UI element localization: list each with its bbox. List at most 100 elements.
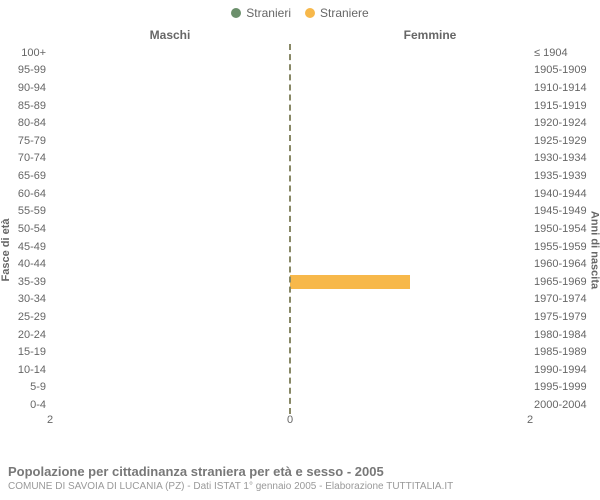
bar-track <box>50 114 530 132</box>
chart-row: 20-241980-1984 <box>50 326 530 344</box>
legend-item: Straniere <box>305 6 369 20</box>
birth-year-label: 1975-1979 <box>534 311 600 323</box>
bar-track <box>50 238 530 256</box>
legend-swatch <box>305 8 315 18</box>
chart-row: 70-741930-1934 <box>50 150 530 168</box>
birth-year-label: 1920-1924 <box>534 117 600 129</box>
legend-swatch <box>231 8 241 18</box>
chart-row: 10-141990-1994 <box>50 361 530 379</box>
age-label: 100+ <box>0 47 46 59</box>
birth-year-label: 1905-1909 <box>534 64 600 76</box>
bar-track <box>50 97 530 115</box>
age-label: 45-49 <box>0 241 46 253</box>
birth-year-label: 1960-1964 <box>534 258 600 270</box>
chart-row: 55-591945-1949 <box>50 202 530 220</box>
chart-row: 90-941910-1914 <box>50 79 530 97</box>
age-label: 40-44 <box>0 258 46 270</box>
birth-year-label: 1985-1989 <box>534 346 600 358</box>
column-headers: Maschi Femmine <box>0 28 600 42</box>
birth-year-label: 1980-1984 <box>534 329 600 341</box>
footer-title: Popolazione per cittadinanza straniera p… <box>8 464 453 479</box>
birth-year-label: 1925-1929 <box>534 135 600 147</box>
birth-year-label: 1965-1969 <box>534 276 600 288</box>
chart-row: 50-541950-1954 <box>50 220 530 238</box>
birth-year-label: 1995-1999 <box>534 381 600 393</box>
x-tick: 2 <box>47 414 53 426</box>
age-label: 60-64 <box>0 188 46 200</box>
age-label: 15-19 <box>0 346 46 358</box>
age-label: 0-4 <box>0 399 46 411</box>
bar-track <box>50 326 530 344</box>
age-label: 20-24 <box>0 329 46 341</box>
legend-item: Stranieri <box>231 6 291 20</box>
age-label: 90-94 <box>0 82 46 94</box>
legend: Stranieri Straniere <box>0 0 600 20</box>
bar-track <box>50 132 530 150</box>
chart-row: 25-291975-1979 <box>50 308 530 326</box>
bar-track <box>50 361 530 379</box>
bar-track <box>50 44 530 62</box>
header-male: Maschi <box>0 28 300 42</box>
age-label: 55-59 <box>0 205 46 217</box>
chart-row: 40-441960-1964 <box>50 255 530 273</box>
bar-track <box>50 202 530 220</box>
bar-track <box>50 255 530 273</box>
age-label: 30-34 <box>0 293 46 305</box>
chart-row: 35-391965-1969 <box>50 273 530 291</box>
age-label: 25-29 <box>0 311 46 323</box>
chart-row: 5-91995-1999 <box>50 379 530 397</box>
chart-row: 0-42000-2004 <box>50 396 530 414</box>
bar-track <box>50 343 530 361</box>
bar-track <box>50 150 530 168</box>
birth-year-label: 1950-1954 <box>534 223 600 235</box>
birth-year-label: 1935-1939 <box>534 170 600 182</box>
age-label: 80-84 <box>0 117 46 129</box>
age-label: 35-39 <box>0 276 46 288</box>
bar-track <box>50 308 530 326</box>
legend-label: Straniere <box>320 6 369 20</box>
chart-row: 60-641940-1944 <box>50 185 530 203</box>
header-female: Femmine <box>300 28 600 42</box>
age-label: 65-69 <box>0 170 46 182</box>
birth-year-label: 1955-1959 <box>534 241 600 253</box>
birth-year-label: 1915-1919 <box>534 100 600 112</box>
chart-row: 100+≤ 1904 <box>50 44 530 62</box>
legend-label: Stranieri <box>246 6 291 20</box>
bar-track <box>50 79 530 97</box>
chart-row: 95-991905-1909 <box>50 62 530 80</box>
chart-row: 80-841920-1924 <box>50 114 530 132</box>
age-label: 75-79 <box>0 135 46 147</box>
chart-row: 45-491955-1959 <box>50 238 530 256</box>
birth-year-label: 2000-2004 <box>534 399 600 411</box>
birth-year-label: 1910-1914 <box>534 82 600 94</box>
birth-year-label: 1990-1994 <box>534 364 600 376</box>
bar-track <box>50 291 530 309</box>
chart-row: 75-791925-1929 <box>50 132 530 150</box>
x-tick: 0 <box>287 414 293 426</box>
chart-row: 15-191985-1989 <box>50 343 530 361</box>
chart-row: 85-891915-1919 <box>50 97 530 115</box>
footer-subtitle: COMUNE DI SAVOIA DI LUCANIA (PZ) - Dati … <box>8 481 453 492</box>
birth-year-label: 1930-1934 <box>534 152 600 164</box>
bar-track <box>50 396 530 414</box>
age-label: 50-54 <box>0 223 46 235</box>
bar-female <box>290 275 410 289</box>
birth-year-label: ≤ 1904 <box>534 47 600 59</box>
age-label: 10-14 <box>0 364 46 376</box>
bar-track <box>50 62 530 80</box>
chart-rows: 100+≤ 190495-991905-190990-941910-191485… <box>50 44 530 414</box>
population-pyramid: 100+≤ 190495-991905-190990-941910-191485… <box>50 44 530 430</box>
x-tick: 2 <box>527 414 533 426</box>
age-label: 85-89 <box>0 100 46 112</box>
age-label: 95-99 <box>0 64 46 76</box>
bar-track <box>50 273 530 291</box>
bar-track <box>50 167 530 185</box>
birth-year-label: 1940-1944 <box>534 188 600 200</box>
bar-track <box>50 379 530 397</box>
bar-track <box>50 185 530 203</box>
chart-footer: Popolazione per cittadinanza straniera p… <box>8 464 453 492</box>
chart-row: 30-341970-1974 <box>50 291 530 309</box>
bar-track <box>50 220 530 238</box>
chart-row: 65-691935-1939 <box>50 167 530 185</box>
birth-year-label: 1945-1949 <box>534 205 600 217</box>
